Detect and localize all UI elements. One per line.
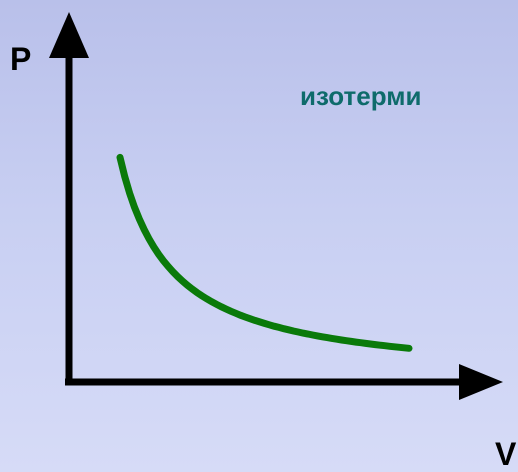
x-axis (65, 364, 503, 400)
isotherm-curve (116, 153, 413, 352)
curve-annotation: изотерми (300, 81, 421, 111)
y-axis-arrow (49, 12, 89, 58)
x-axis-arrow (459, 364, 503, 400)
x-axis-label: V (495, 436, 517, 472)
y-axis-label: P (10, 41, 31, 77)
y-axis (49, 12, 89, 385)
